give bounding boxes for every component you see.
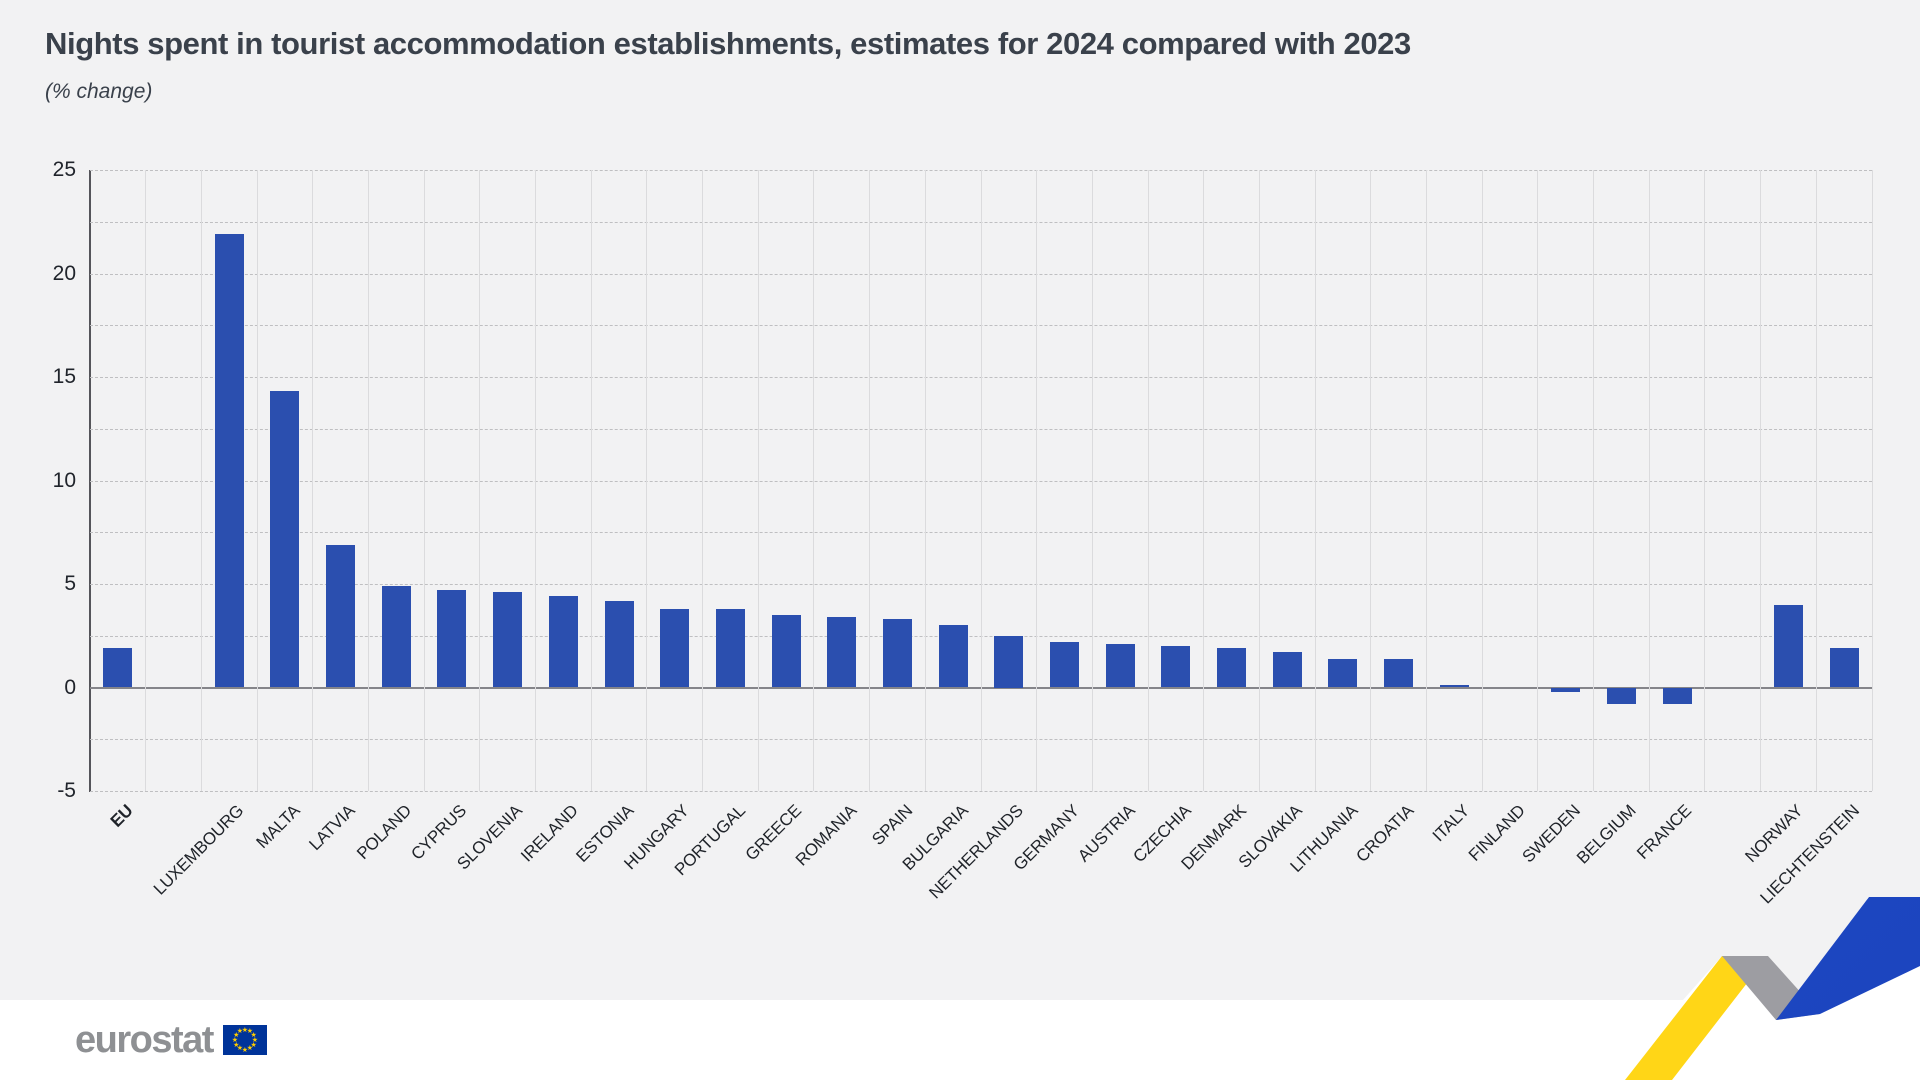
gridline-vertical bbox=[1091, 170, 1093, 791]
flag-star-icon: ★ bbox=[236, 1045, 244, 1053]
bar-malta bbox=[270, 391, 300, 688]
footer bbox=[0, 1000, 1920, 1080]
flag-star-icon: ★ bbox=[250, 1031, 257, 1039]
flag-star-icon: ★ bbox=[246, 1027, 254, 1035]
gridline-vertical bbox=[1593, 170, 1595, 791]
gridline-vertical bbox=[1481, 170, 1483, 791]
gridline-vertical bbox=[1704, 170, 1706, 791]
gridline-vertical bbox=[869, 170, 871, 791]
flag-star-icon: ★ bbox=[236, 1027, 244, 1035]
gridline-vertical bbox=[757, 170, 759, 791]
bar-spain bbox=[882, 619, 912, 688]
eurostat-logo: eurostat ★ ★ ★ ★ ★ ★ ★ ★ ★ ★ ★ ★ bbox=[75, 1016, 267, 1064]
bar-sweden bbox=[1551, 687, 1581, 692]
flag-star-icon: ★ bbox=[250, 1041, 257, 1049]
gridline-vertical bbox=[256, 170, 258, 791]
flag-star-icon: ★ bbox=[251, 1036, 259, 1044]
bar-norway bbox=[1773, 604, 1803, 688]
bar-netherlands bbox=[994, 635, 1024, 688]
bar-estonia bbox=[604, 600, 634, 688]
bar-france bbox=[1662, 687, 1692, 705]
gridline-vertical bbox=[1760, 170, 1762, 791]
eu-flag-icon: ★ ★ ★ ★ ★ ★ ★ ★ ★ ★ ★ ★ bbox=[222, 1025, 267, 1055]
y-tick-label: -5 bbox=[57, 779, 76, 802]
bar-latvia bbox=[326, 544, 356, 688]
bar-ireland bbox=[548, 596, 578, 688]
gridline-vertical bbox=[980, 170, 982, 791]
gridline-vertical bbox=[1203, 170, 1205, 791]
chart-background bbox=[0, 0, 1920, 1000]
gridline-vertical bbox=[1036, 170, 1038, 791]
gridline-vertical bbox=[367, 170, 369, 791]
flag-star-icon: ★ bbox=[233, 1031, 240, 1039]
bar-romania bbox=[827, 617, 857, 688]
flag-star-icon: ★ bbox=[233, 1041, 240, 1049]
plot-area bbox=[90, 170, 1873, 792]
y-tick-label: 20 bbox=[52, 261, 76, 285]
bar-slovenia bbox=[493, 592, 523, 688]
bar-denmark bbox=[1217, 648, 1247, 688]
bar-eu bbox=[103, 648, 133, 688]
bar-hungary bbox=[660, 608, 690, 688]
y-tick-label: 0 bbox=[64, 675, 76, 699]
gridline-vertical bbox=[423, 170, 425, 791]
bar-portugal bbox=[715, 608, 745, 688]
gridline-vertical bbox=[145, 170, 147, 791]
bar-italy bbox=[1439, 685, 1469, 688]
bar-lithuania bbox=[1328, 658, 1358, 688]
y-tick-label: 15 bbox=[52, 365, 76, 388]
gridline-vertical bbox=[1537, 170, 1539, 791]
gridline-vertical bbox=[1314, 170, 1316, 791]
flag-star-icon: ★ bbox=[231, 1036, 239, 1044]
flag-star-icon: ★ bbox=[241, 1026, 249, 1034]
bar-liechtenstein bbox=[1829, 648, 1859, 688]
y-tick-label: 5 bbox=[64, 572, 76, 595]
gridline-vertical bbox=[924, 170, 926, 791]
eurostat-logo-text: eurostat bbox=[75, 1018, 214, 1061]
gridline-vertical bbox=[1147, 170, 1149, 791]
gridline-vertical bbox=[702, 170, 704, 791]
bar-germany bbox=[1050, 641, 1080, 688]
gridline-vertical bbox=[1426, 170, 1427, 791]
gridline-vertical bbox=[1258, 170, 1260, 791]
bar-austria bbox=[1105, 644, 1135, 688]
bar-poland bbox=[381, 586, 411, 688]
y-tick-label: 25 bbox=[52, 158, 76, 181]
bar-bulgaria bbox=[938, 625, 968, 688]
gridline-vertical bbox=[813, 170, 815, 791]
gridline-vertical bbox=[1370, 170, 1372, 791]
chart-title: Nights spent in tourist accommodation es… bbox=[45, 26, 1411, 61]
gridline-vertical bbox=[479, 170, 481, 791]
gridline-vertical bbox=[312, 170, 314, 791]
bar-czechia bbox=[1161, 646, 1191, 688]
flag-star-icon: ★ bbox=[241, 1046, 249, 1054]
gridline-horizontal bbox=[90, 791, 1872, 792]
bar-croatia bbox=[1384, 658, 1414, 688]
gridline-vertical bbox=[535, 170, 536, 791]
gridline-vertical bbox=[1871, 170, 1873, 791]
gridline-vertical bbox=[200, 170, 202, 791]
bar-slovakia bbox=[1272, 652, 1302, 688]
bar-cyprus bbox=[437, 590, 467, 688]
gridline-vertical bbox=[1815, 170, 1817, 791]
bar-greece bbox=[771, 615, 801, 688]
y-tick-label: 10 bbox=[52, 468, 76, 492]
flag-star-icon: ★ bbox=[246, 1045, 254, 1053]
gridline-vertical bbox=[590, 170, 592, 791]
bar-luxembourg bbox=[214, 234, 244, 688]
chart-subtitle: (% change) bbox=[45, 80, 153, 103]
gridline-vertical bbox=[1648, 170, 1650, 791]
bar-belgium bbox=[1606, 687, 1636, 705]
gridline-vertical bbox=[646, 170, 648, 791]
